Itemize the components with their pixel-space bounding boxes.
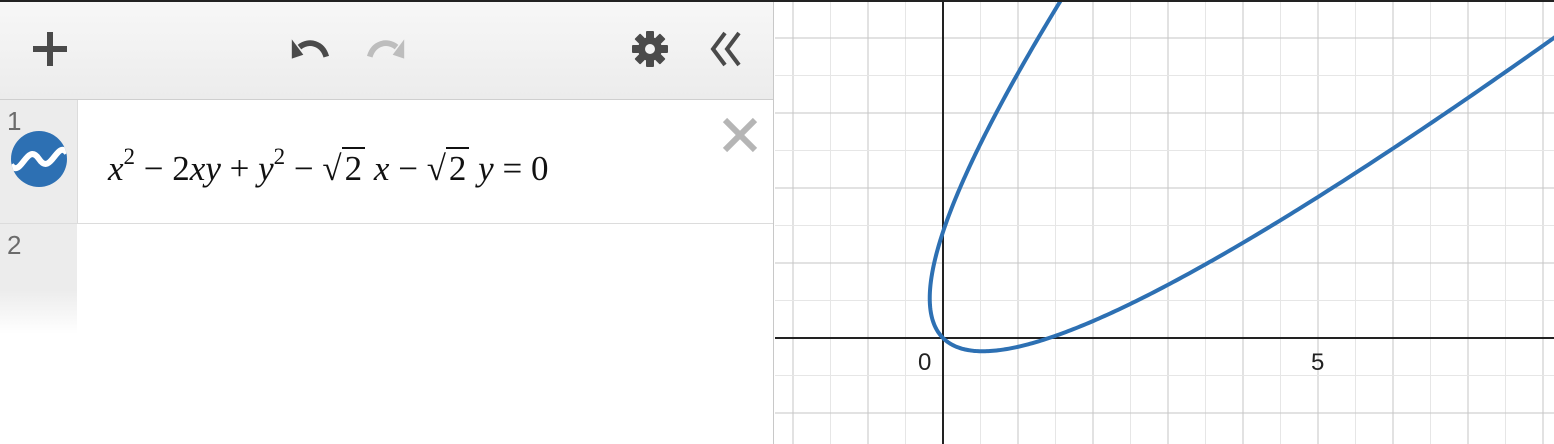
tick-label-origin: 0: [918, 349, 931, 376]
expression-row-2[interactable]: 2: [0, 224, 773, 334]
double-chevron-left-icon: [710, 31, 741, 67]
redo-icon: [366, 39, 405, 59]
expression-number: 1: [7, 106, 22, 136]
expression-list: 1 x2 − 2xy + y2 − √2 x − √2 y = 0: [0, 100, 773, 334]
add-expression-button[interactable]: [28, 27, 72, 71]
undo-icon: [291, 39, 330, 59]
gear-icon: [632, 31, 668, 67]
graph-plot: 0 5: [775, 0, 1554, 444]
curve-icon[interactable]: [11, 131, 67, 187]
expression-number: 2: [7, 230, 22, 260]
redo-button[interactable]: [364, 27, 408, 71]
tick-label-x5: 5: [1311, 349, 1324, 376]
formula-display: x2 − 2xy + y2 − √2 x − √2 y = 0: [108, 144, 549, 188]
delete-expression-button[interactable]: [719, 114, 761, 156]
undo-button[interactable]: [288, 27, 332, 71]
expression-panel: 1 x2 − 2xy + y2 − √2 x − √2 y = 0: [0, 2, 774, 444]
parabola-curve[interactable]: [927, 0, 1554, 354]
expression-row-1[interactable]: 1 x2 − 2xy + y2 − √2 x − √2 y = 0: [0, 100, 773, 224]
settings-button[interactable]: [628, 27, 672, 71]
expression-gutter: 1: [0, 100, 78, 223]
close-icon: [722, 117, 758, 153]
graph-canvas[interactable]: 0 5: [775, 0, 1554, 444]
expression-toolbar: [0, 2, 773, 100]
axes: [775, 2, 1554, 444]
grid-lines: [775, 2, 1554, 444]
expression-formula[interactable]: x2 − 2xy + y2 − √2 x − √2 y = 0: [108, 144, 548, 189]
expression-gutter: 2: [0, 224, 77, 334]
plus-icon: [33, 32, 67, 66]
collapse-panel-button[interactable]: [703, 27, 747, 71]
